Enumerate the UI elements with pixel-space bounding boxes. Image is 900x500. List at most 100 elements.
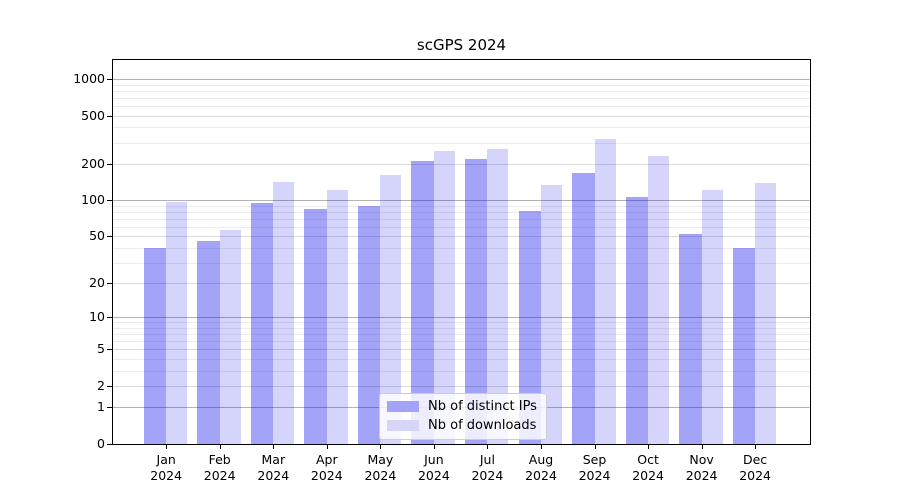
- bar-nb-of-distinct-ips-nov-2024: [679, 234, 702, 444]
- chart-title: scGPS 2024: [416, 36, 507, 54]
- bar-nb-of-downloads-jun-2024: [433, 151, 455, 444]
- bar-nb-of-distinct-ips-apr-2024: [304, 208, 327, 444]
- bar-nb-of-downloads-oct-2024: [648, 156, 670, 444]
- x-tick-mark-nov-2024: [701, 445, 703, 449]
- gridline-1000: [113, 79, 810, 80]
- legend-label-distinct-ips: Nb of distinct IPs: [428, 399, 537, 414]
- y-tick-label-2: 2: [97, 378, 105, 393]
- x-tick-label-jul-2024: Jul 2024: [471, 452, 504, 483]
- bar-nb-of-distinct-ips-feb-2024: [197, 240, 220, 444]
- gridline-3: [113, 370, 810, 372]
- x-tick-mark-dec-2024: [755, 445, 757, 449]
- gridline-20: [113, 283, 810, 285]
- gridline-50: [113, 236, 810, 238]
- y-tick-label-200: 200: [81, 155, 105, 171]
- x-tick-label-nov-2024: Nov 2024: [685, 452, 718, 483]
- x-tick-label-apr-2024: Apr 2024: [310, 452, 343, 483]
- gridline-40: [113, 247, 810, 249]
- y-tick-mark-100: [107, 200, 112, 202]
- x-tick-mark-jan-2024: [166, 445, 168, 449]
- bar-nb-of-distinct-ips-jan-2024: [143, 247, 167, 444]
- y-tick-label-50: 50: [89, 228, 105, 244]
- y-tick-mark-20: [107, 283, 112, 285]
- gridline-4: [113, 359, 810, 360]
- x-tick-label-jan-2024: Jan 2024: [150, 452, 183, 483]
- bar-nb-of-distinct-ips-dec-2024: [732, 247, 756, 444]
- x-tick-label-jun-2024: Jun 2024: [417, 452, 450, 483]
- bar-nb-of-downloads-apr-2024: [326, 190, 348, 444]
- gridline-600: [113, 105, 810, 107]
- y-tick-mark-1: [107, 407, 112, 409]
- gridline-7: [113, 334, 810, 336]
- gridline-200: [113, 163, 810, 165]
- gridline-300: [113, 142, 810, 144]
- bar-nb-of-downloads-may-2024: [380, 174, 402, 444]
- x-tick-label-aug-2024: Aug 2024: [525, 452, 557, 483]
- bar-nb-of-distinct-ips-aug-2024: [518, 211, 541, 444]
- gridline-800: [113, 90, 810, 92]
- x-tick-label-sep-2024: Sep 2024: [578, 452, 611, 483]
- legend: Nb of distinct IPs Nb of downloads: [379, 393, 547, 440]
- gridline-6: [113, 341, 810, 343]
- x-tick-mark-may-2024: [380, 445, 382, 449]
- y-tick-mark-5: [107, 349, 112, 351]
- x-tick-label-dec-2024: Dec 2024: [739, 452, 771, 483]
- grid-layer: [113, 60, 810, 444]
- legend-swatch-distinct-ips: [387, 401, 419, 412]
- bar-nb-of-downloads-dec-2024: [755, 182, 777, 444]
- y-tick-mark-0: [107, 444, 112, 445]
- gridline-400: [113, 127, 810, 129]
- y-tick-label-0: 0: [97, 436, 105, 451]
- y-tick-label-1: 1: [97, 399, 105, 415]
- y-tick-mark-50: [107, 236, 112, 238]
- bar-nb-of-downloads-aug-2024: [541, 184, 562, 444]
- bar-nb-of-downloads-mar-2024: [273, 181, 295, 444]
- y-tick-mark-200: [107, 163, 112, 165]
- y-tick-label-1000: 1000: [73, 71, 105, 86]
- bar-nb-of-distinct-ips-may-2024: [357, 205, 381, 444]
- y-tick-label-10: 10: [89, 309, 105, 325]
- gridline-8: [113, 327, 810, 329]
- x-tick-mark-apr-2024: [326, 445, 328, 449]
- x-tick-label-may-2024: May 2024: [364, 452, 397, 483]
- x-tick-label-feb-2024: Feb 2024: [203, 452, 236, 483]
- gridline-90: [113, 205, 810, 207]
- legend-item-distinct-ips: Nb of distinct IPs: [387, 397, 537, 416]
- bar-nb-of-distinct-ips-jun-2024: [411, 161, 434, 444]
- bar-nb-of-downloads-jul-2024: [487, 149, 509, 444]
- gridline-10: [113, 317, 810, 319]
- x-tick-mark-jun-2024: [433, 445, 435, 449]
- y-tick-label-20: 20: [89, 275, 105, 291]
- gridline-700: [113, 97, 810, 99]
- bar-nb-of-downloads-sep-2024: [594, 139, 616, 444]
- gridline-5: [113, 349, 810, 351]
- y-tick-label-100: 100: [81, 192, 105, 208]
- gridline-70: [113, 218, 810, 220]
- y-tick-mark-500: [107, 115, 112, 117]
- bar-nb-of-downloads-nov-2024: [701, 189, 723, 444]
- y-tick-mark-1000: [107, 79, 112, 80]
- gridline-500: [113, 115, 810, 117]
- gridline-900: [113, 84, 810, 86]
- x-tick-mark-oct-2024: [648, 445, 650, 449]
- bar-nb-of-downloads-jan-2024: [166, 201, 188, 444]
- bar-nb-of-distinct-ips-sep-2024: [572, 172, 595, 444]
- bar-nb-of-distinct-ips-mar-2024: [250, 202, 274, 444]
- bar-nb-of-distinct-ips-oct-2024: [625, 196, 649, 444]
- bar-nb-of-downloads-feb-2024: [219, 229, 241, 444]
- legend-label-downloads: Nb of downloads: [428, 418, 537, 433]
- legend-swatch-downloads: [387, 420, 419, 431]
- y-tick-mark-2: [107, 386, 112, 387]
- x-tick-mark-jul-2024: [487, 445, 489, 449]
- gridline-60: [113, 226, 810, 228]
- bar-nb-of-distinct-ips-jul-2024: [464, 158, 488, 444]
- gridline-100: [113, 200, 810, 202]
- x-tick-mark-feb-2024: [219, 445, 221, 449]
- x-tick-label-mar-2024: Mar 2024: [257, 452, 290, 483]
- x-tick-mark-mar-2024: [273, 445, 275, 449]
- x-tick-mark-aug-2024: [541, 445, 542, 449]
- y-tick-mark-10: [107, 317, 112, 319]
- y-tick-label-5: 5: [97, 341, 105, 357]
- y-tick-label-500: 500: [81, 107, 105, 123]
- gridline-80: [113, 211, 810, 213]
